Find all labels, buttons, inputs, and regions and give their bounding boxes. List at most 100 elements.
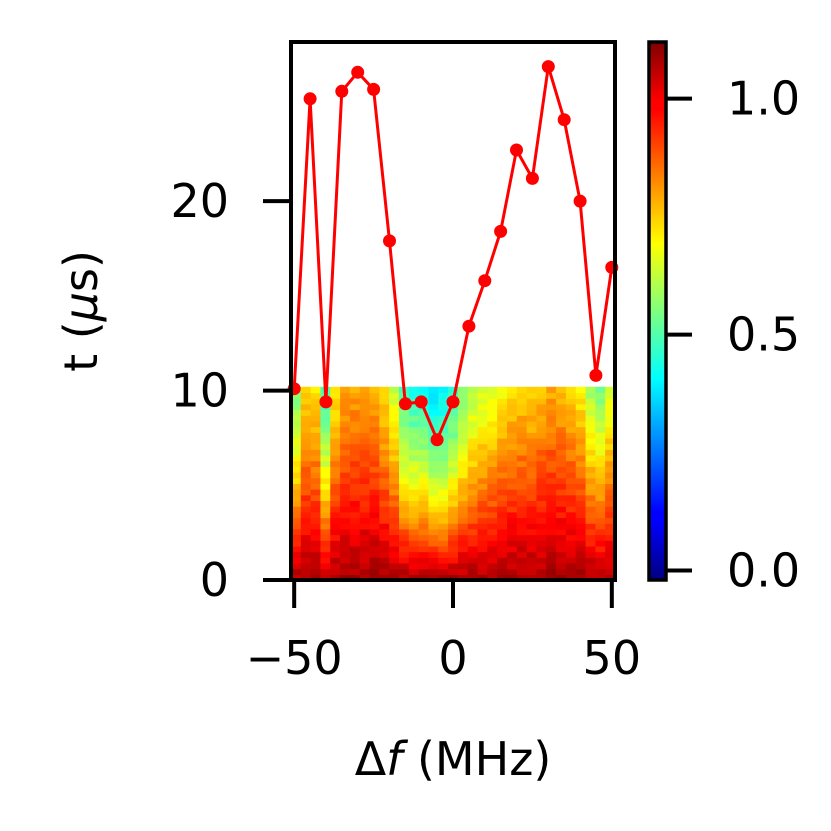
heatmap-cell bbox=[330, 506, 340, 512]
heatmap-cell bbox=[428, 466, 438, 472]
heatmap-cell bbox=[576, 517, 586, 523]
heatmap-cell bbox=[448, 461, 458, 467]
heatmap-cell bbox=[428, 569, 438, 575]
heatmap-cell bbox=[458, 404, 468, 410]
heatmap-cell bbox=[419, 512, 429, 518]
heatmap-cell bbox=[517, 500, 527, 506]
heatmap-cell bbox=[487, 427, 497, 433]
heatmap-cell bbox=[468, 449, 478, 455]
heatmap-cell bbox=[458, 500, 468, 506]
heatmap-cell bbox=[360, 535, 370, 541]
heatmap-cell bbox=[340, 466, 350, 472]
heatmap-cell bbox=[399, 472, 409, 478]
heatmap-cell bbox=[428, 478, 438, 484]
heatmap-cell bbox=[360, 557, 370, 563]
heatmap-cell bbox=[379, 404, 389, 410]
heatmap-cell bbox=[527, 512, 537, 518]
heatmap-cell bbox=[330, 432, 340, 438]
heatmap-cell bbox=[507, 546, 517, 552]
y-tick-label: 0 bbox=[200, 553, 229, 607]
heatmap-cell bbox=[576, 557, 586, 563]
heatmap-cell bbox=[566, 512, 576, 518]
heatmap-cell bbox=[409, 523, 419, 529]
heatmap-cell bbox=[458, 461, 468, 467]
heatmap-cell bbox=[399, 506, 409, 512]
heatmap-cell bbox=[536, 387, 546, 393]
heatmap-cell bbox=[360, 500, 370, 506]
heatmap-cell bbox=[517, 438, 527, 444]
x-axis-label: Δf (MHz) bbox=[355, 732, 552, 786]
heatmap-cell bbox=[389, 427, 399, 433]
heatmap-cell bbox=[576, 432, 586, 438]
heatmap-cell bbox=[330, 472, 340, 478]
heatmap-cell bbox=[546, 438, 556, 444]
heatmap-cell bbox=[556, 546, 566, 552]
heatmap-cell bbox=[576, 461, 586, 467]
heatmap-cell bbox=[566, 563, 576, 569]
heatmap-cell bbox=[468, 438, 478, 444]
heatmap-cell bbox=[507, 552, 517, 558]
heatmap-cell bbox=[370, 529, 380, 535]
heatmap-cell bbox=[350, 415, 360, 421]
heatmap-cell bbox=[527, 455, 537, 461]
heatmap-cell bbox=[311, 512, 321, 518]
heatmap-cell bbox=[458, 438, 468, 444]
heatmap-cell bbox=[507, 466, 517, 472]
heatmap-cell bbox=[399, 427, 409, 433]
heatmap-cell bbox=[340, 438, 350, 444]
heatmap-cell bbox=[566, 466, 576, 472]
heatmap-cell bbox=[566, 392, 576, 398]
series-point bbox=[526, 172, 539, 185]
heatmap-cell bbox=[311, 540, 321, 546]
heatmap-cell bbox=[517, 410, 527, 416]
heatmap-cell bbox=[576, 415, 586, 421]
heatmap-cell bbox=[517, 535, 527, 541]
heatmap-cell bbox=[468, 500, 478, 506]
heatmap-cell bbox=[379, 415, 389, 421]
heatmap-cell bbox=[497, 506, 507, 512]
heatmap-cell bbox=[566, 415, 576, 421]
heatmap-cell bbox=[389, 455, 399, 461]
heatmap-cell bbox=[438, 546, 448, 552]
heatmap-cell bbox=[330, 540, 340, 546]
heatmap-cell bbox=[527, 432, 537, 438]
heatmap-cell bbox=[478, 472, 488, 478]
heatmap-cell bbox=[409, 540, 419, 546]
heatmap-cell bbox=[517, 432, 527, 438]
heatmap-cell bbox=[595, 563, 605, 569]
heatmap-cell bbox=[379, 500, 389, 506]
heatmap-cell bbox=[399, 466, 409, 472]
heatmap-cell bbox=[370, 546, 380, 552]
heatmap-cell bbox=[487, 432, 497, 438]
heatmap-cell bbox=[556, 432, 566, 438]
heatmap-cell bbox=[438, 563, 448, 569]
heatmap-cell bbox=[566, 557, 576, 563]
heatmap-cell bbox=[379, 421, 389, 427]
colorbar-ticks: 0.00.51.0 bbox=[666, 72, 800, 598]
heatmap-cell bbox=[517, 404, 527, 410]
heatmap-cell bbox=[409, 421, 419, 427]
heatmap-cell bbox=[487, 472, 497, 478]
heatmap-cell bbox=[428, 557, 438, 563]
heatmap-cell bbox=[556, 495, 566, 501]
heatmap-cell bbox=[409, 466, 419, 472]
heatmap-cell bbox=[536, 540, 546, 546]
heatmap-cell bbox=[595, 438, 605, 444]
heatmap-cell bbox=[438, 569, 448, 575]
heatmap-cell bbox=[311, 552, 321, 558]
heatmap-cell bbox=[379, 466, 389, 472]
heatmap-cell bbox=[320, 415, 330, 421]
heatmap-cell bbox=[527, 410, 537, 416]
heatmap-cell bbox=[546, 455, 556, 461]
heatmap-cell bbox=[409, 569, 419, 575]
heatmap-cell bbox=[340, 427, 350, 433]
heatmap-cell bbox=[370, 421, 380, 427]
heatmap-cell bbox=[428, 529, 438, 535]
heatmap-cell bbox=[389, 438, 399, 444]
heatmap-cell bbox=[487, 387, 497, 393]
heatmap-cell bbox=[468, 427, 478, 433]
heatmap-cell bbox=[320, 478, 330, 484]
heatmap-cell bbox=[595, 489, 605, 495]
heatmap-cell bbox=[301, 444, 311, 450]
heatmap-cell bbox=[556, 466, 566, 472]
